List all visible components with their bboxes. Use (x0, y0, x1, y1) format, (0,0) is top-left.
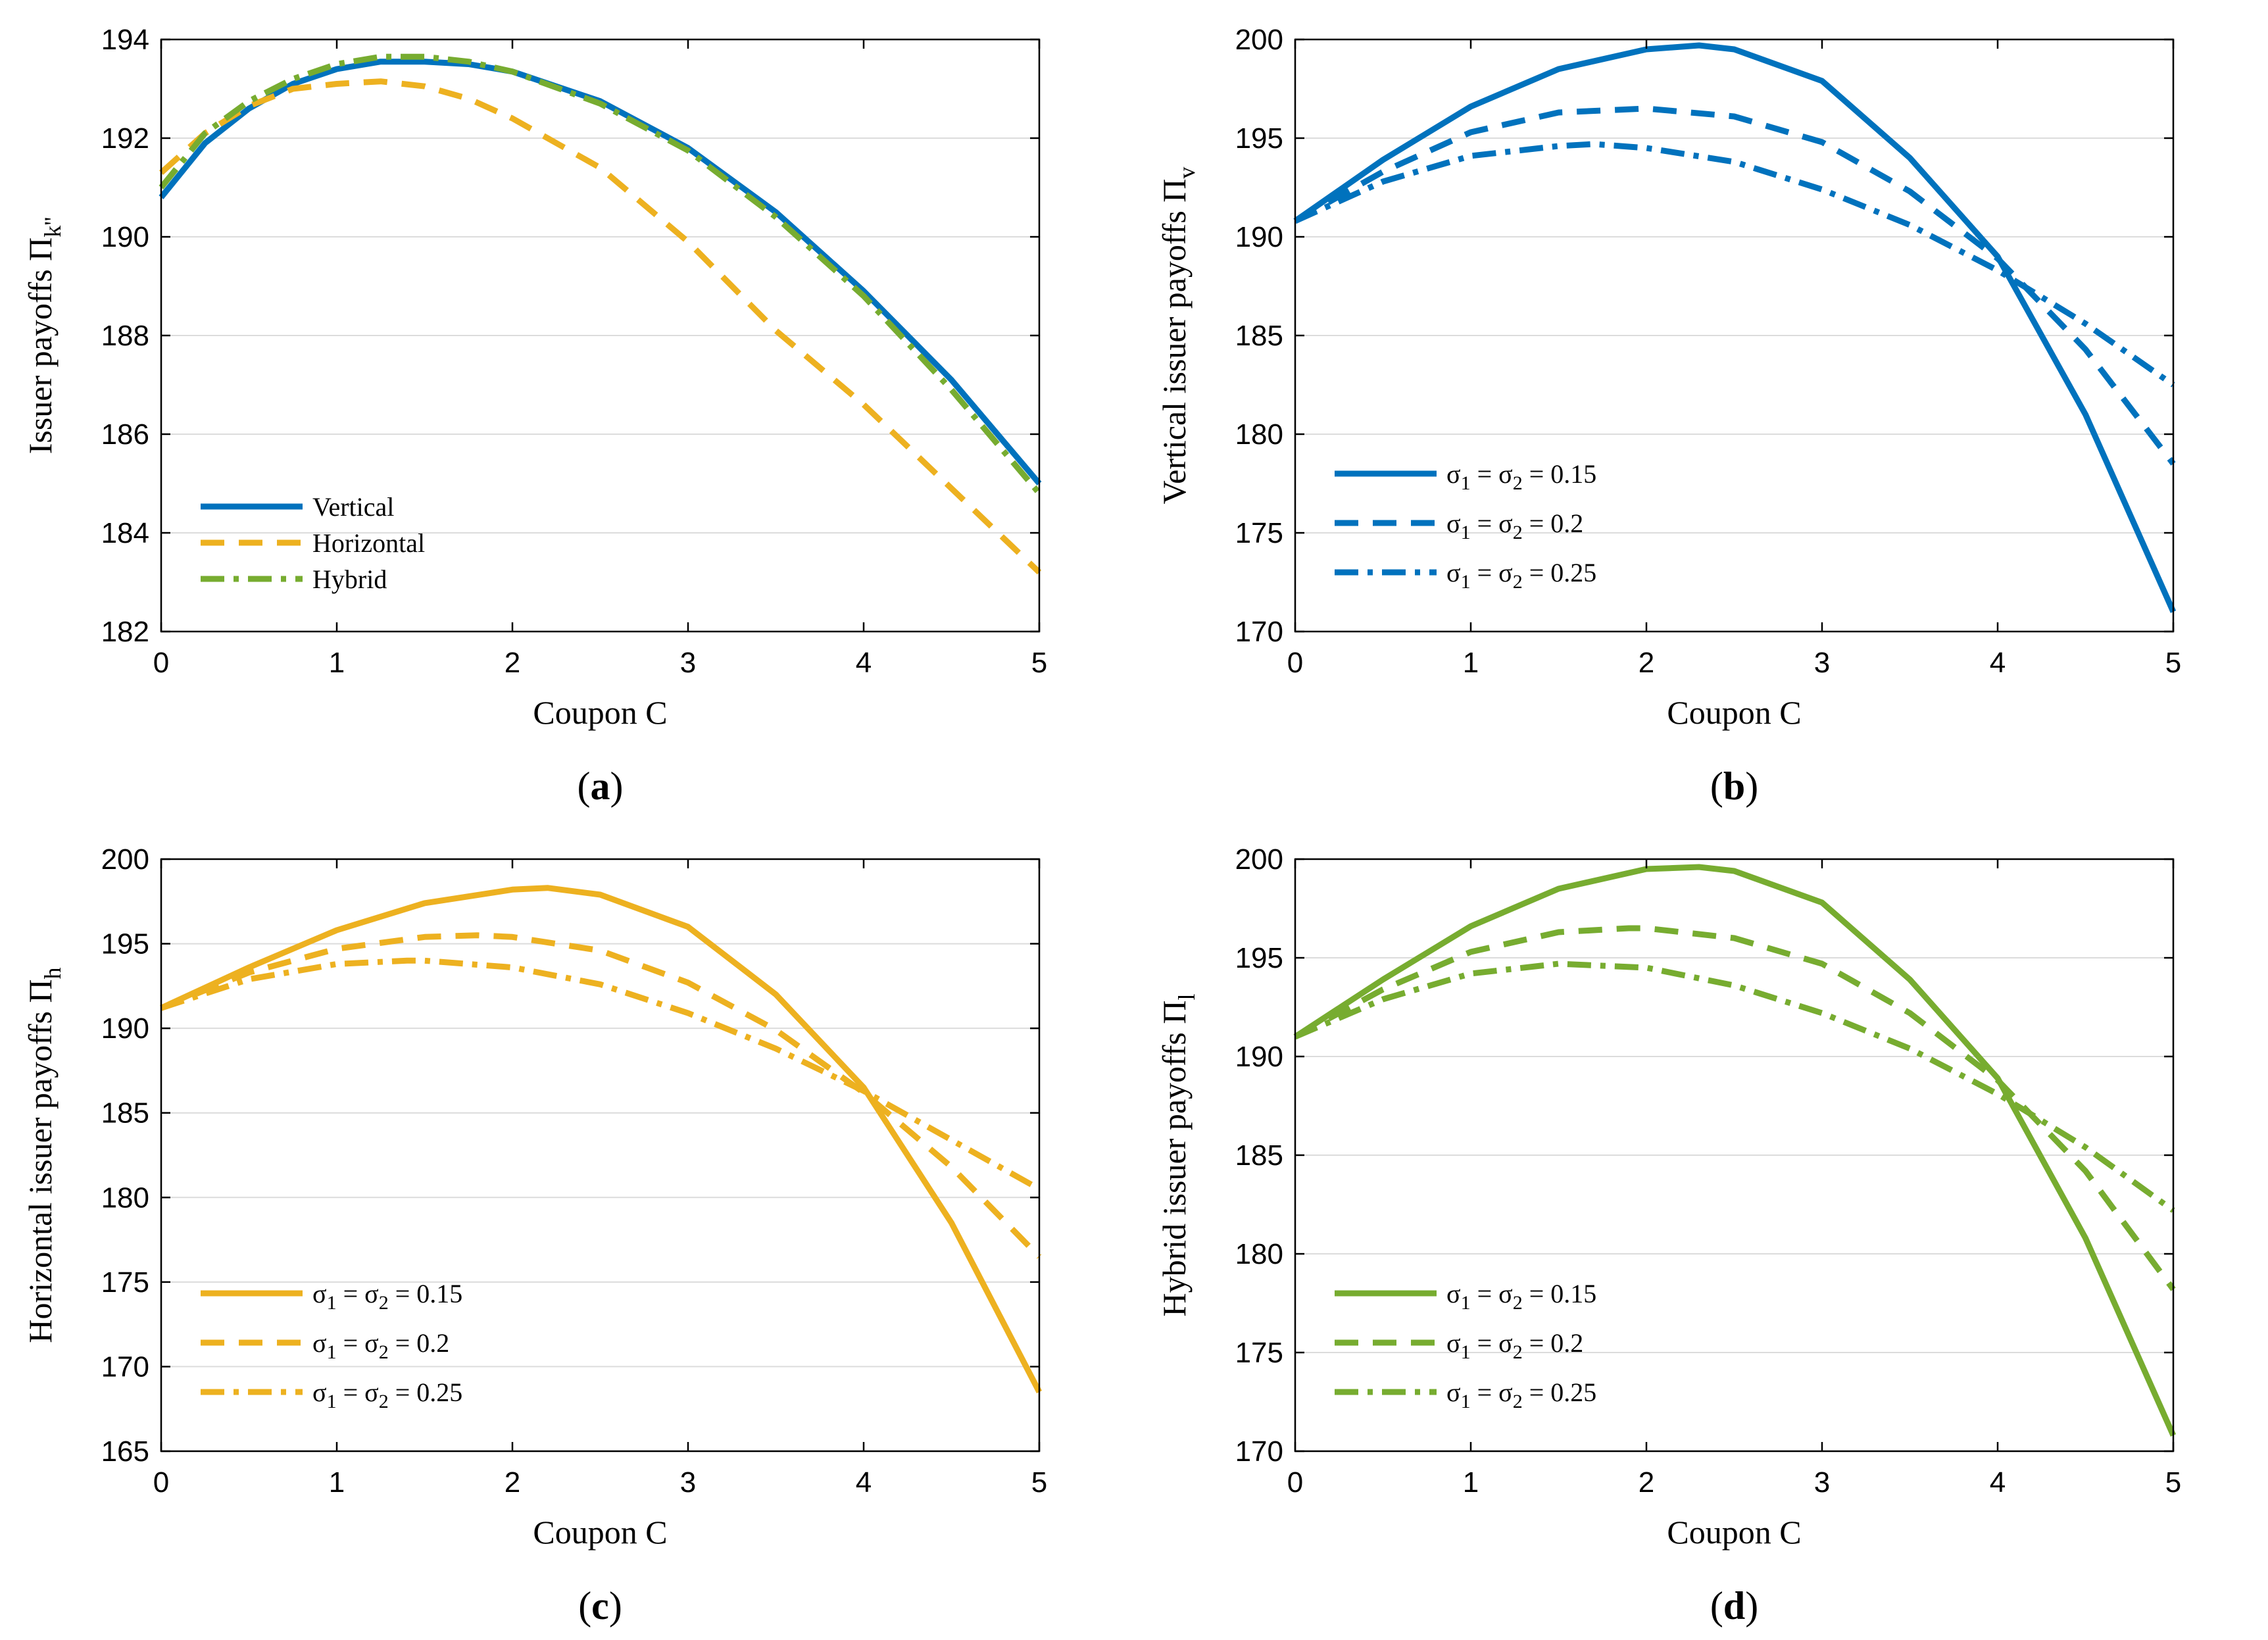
chart-panel-a: 0 1 2 3 4 5 182 184 186 188 190 192 194 Coupon C Issue… (22, 24, 1047, 808)
series-line-2 (160, 932, 1042, 1259)
legend-label: σ1 = σ2 = 0.25 (312, 1378, 462, 1412)
x-tick-label: 1 (329, 647, 345, 679)
x-tick-label: 1 (329, 1466, 345, 1499)
y-tick-label: 184 (101, 517, 149, 549)
x-tick-label: 2 (1639, 647, 1654, 679)
legend-label: σ1 = σ2 = 0.15 (1446, 459, 1596, 494)
y-axis-label: Vertical issuer payoffs Πv (1156, 167, 1200, 505)
x-tick-label: 5 (1031, 647, 1047, 679)
legend-label: σ1 = σ2 = 0.15 (1446, 1279, 1596, 1314)
y-tick-label: 165 (101, 1435, 149, 1468)
x-tick-label: 0 (1287, 647, 1303, 679)
x-tick-label: 2 (1639, 1466, 1654, 1499)
x-tick-label: 4 (856, 647, 872, 679)
legend-label: Hybrid (312, 564, 387, 594)
x-axis-label: Coupon C (533, 1514, 667, 1551)
y-tick-label: 192 (101, 122, 149, 155)
y-axis-label: Issuer payoffs Πk'' (22, 217, 66, 455)
y-tick-label: 190 (101, 221, 149, 253)
x-tick-label: 0 (153, 1466, 169, 1499)
x-tick-label: 5 (1031, 1466, 1047, 1499)
x-axis-label: Coupon C (1667, 1514, 1801, 1551)
x-tick-label: 4 (856, 1466, 872, 1499)
y-tick-label: 180 (101, 1181, 149, 1214)
x-tick-label: 1 (1463, 1466, 1479, 1499)
series-line-3 (1294, 141, 2175, 387)
chart-panel-b: 0 1 2 3 4 5 170 175 180 185 190 195 200 Coupon C Verti… (1156, 24, 2181, 808)
y-tick-label: 195 (1235, 942, 1283, 974)
y-tick-label: 200 (101, 843, 149, 876)
series-line-3 (160, 957, 1041, 1192)
panel-label: (c) (578, 1584, 622, 1628)
legend-label: Horizontal (312, 528, 425, 558)
x-tick-label: 4 (1990, 647, 2006, 679)
y-tick-label: 185 (1235, 1139, 1283, 1172)
x-tick-label: 5 (2165, 647, 2181, 679)
series-line-3 (1294, 960, 2175, 1213)
x-tick-label: 0 (1287, 1466, 1303, 1499)
y-tick-label: 175 (101, 1266, 149, 1299)
x-tick-label: 2 (505, 1466, 520, 1499)
y-tick-label: 200 (1235, 24, 1283, 56)
y-tick-label: 185 (101, 1097, 149, 1130)
y-tick-label: 175 (1235, 1337, 1283, 1369)
series-line-1 (159, 59, 1042, 485)
y-tick-label: 190 (1235, 221, 1283, 253)
series-line-2 (1293, 925, 2176, 1291)
y-tick-label: 170 (1235, 1435, 1283, 1468)
legend-label: σ1 = σ2 = 0.2 (1446, 509, 1583, 543)
legend-label: σ1 = σ2 = 0.2 (312, 1328, 449, 1363)
y-tick-label: 194 (101, 24, 149, 56)
y-tick-label: 180 (1235, 418, 1283, 451)
y-tick-label: 170 (101, 1351, 149, 1383)
y-tick-label: 200 (1235, 843, 1283, 876)
series-line-2 (159, 78, 1042, 575)
x-tick-label: 2 (505, 647, 520, 679)
x-tick-label: 3 (1814, 647, 1830, 679)
panel-label: (d) (1710, 1584, 1758, 1628)
y-axis-label: Horizontal issuer payoffs Πh (22, 967, 66, 1343)
y-tick-label: 195 (101, 928, 149, 960)
chart-panel-c: 0 1 2 3 4 5 165 170 175 180 185 190 195 200 Coupon C Ho… (22, 843, 1047, 1628)
x-tick-label: 1 (1463, 647, 1479, 679)
x-tick-label: 5 (2165, 1466, 2181, 1499)
x-tick-label: 4 (1990, 1466, 2006, 1499)
y-tick-label: 170 (1235, 616, 1283, 648)
panel-label: (b) (1710, 764, 1758, 808)
y-tick-label: 185 (1235, 320, 1283, 352)
chart-panel-d: 0 1 2 3 4 5 170 175 180 185 190 195 200 Coupon C Hybri… (1156, 843, 2181, 1628)
legend-label: σ1 = σ2 = 0.2 (1446, 1328, 1583, 1363)
legend-label: σ1 = σ2 = 0.15 (312, 1279, 462, 1314)
axes-box (160, 858, 1041, 1453)
legend-label: σ1 = σ2 = 0.25 (1446, 558, 1596, 593)
x-axis-label: Coupon C (533, 694, 667, 731)
x-tick-label: 3 (680, 647, 696, 679)
y-tick-label: 190 (101, 1012, 149, 1045)
series-line-2 (1293, 105, 2176, 466)
y-tick-label: 180 (1235, 1238, 1283, 1270)
y-tick-label: 195 (1235, 122, 1283, 155)
y-tick-label: 186 (101, 418, 149, 451)
x-tick-label: 0 (153, 647, 169, 679)
panel-label: (a) (578, 764, 624, 808)
legend-label: Vertical (312, 492, 394, 522)
y-axis-label: Hybrid issuer payoffs Πl (1156, 994, 1200, 1317)
series-line-1 (160, 885, 1042, 1394)
legend-label: σ1 = σ2 = 0.25 (1446, 1378, 1596, 1412)
series-line-1 (1293, 864, 2177, 1437)
series-line-3 (159, 53, 1042, 495)
x-tick-label: 3 (680, 1466, 696, 1499)
y-tick-label: 190 (1235, 1041, 1283, 1073)
y-tick-label: 182 (101, 616, 149, 648)
x-axis-label: Coupon C (1667, 694, 1801, 731)
x-tick-label: 3 (1814, 1466, 1830, 1499)
y-tick-label: 188 (101, 320, 149, 352)
y-tick-label: 175 (1235, 517, 1283, 549)
series-line-1 (1293, 42, 2177, 613)
